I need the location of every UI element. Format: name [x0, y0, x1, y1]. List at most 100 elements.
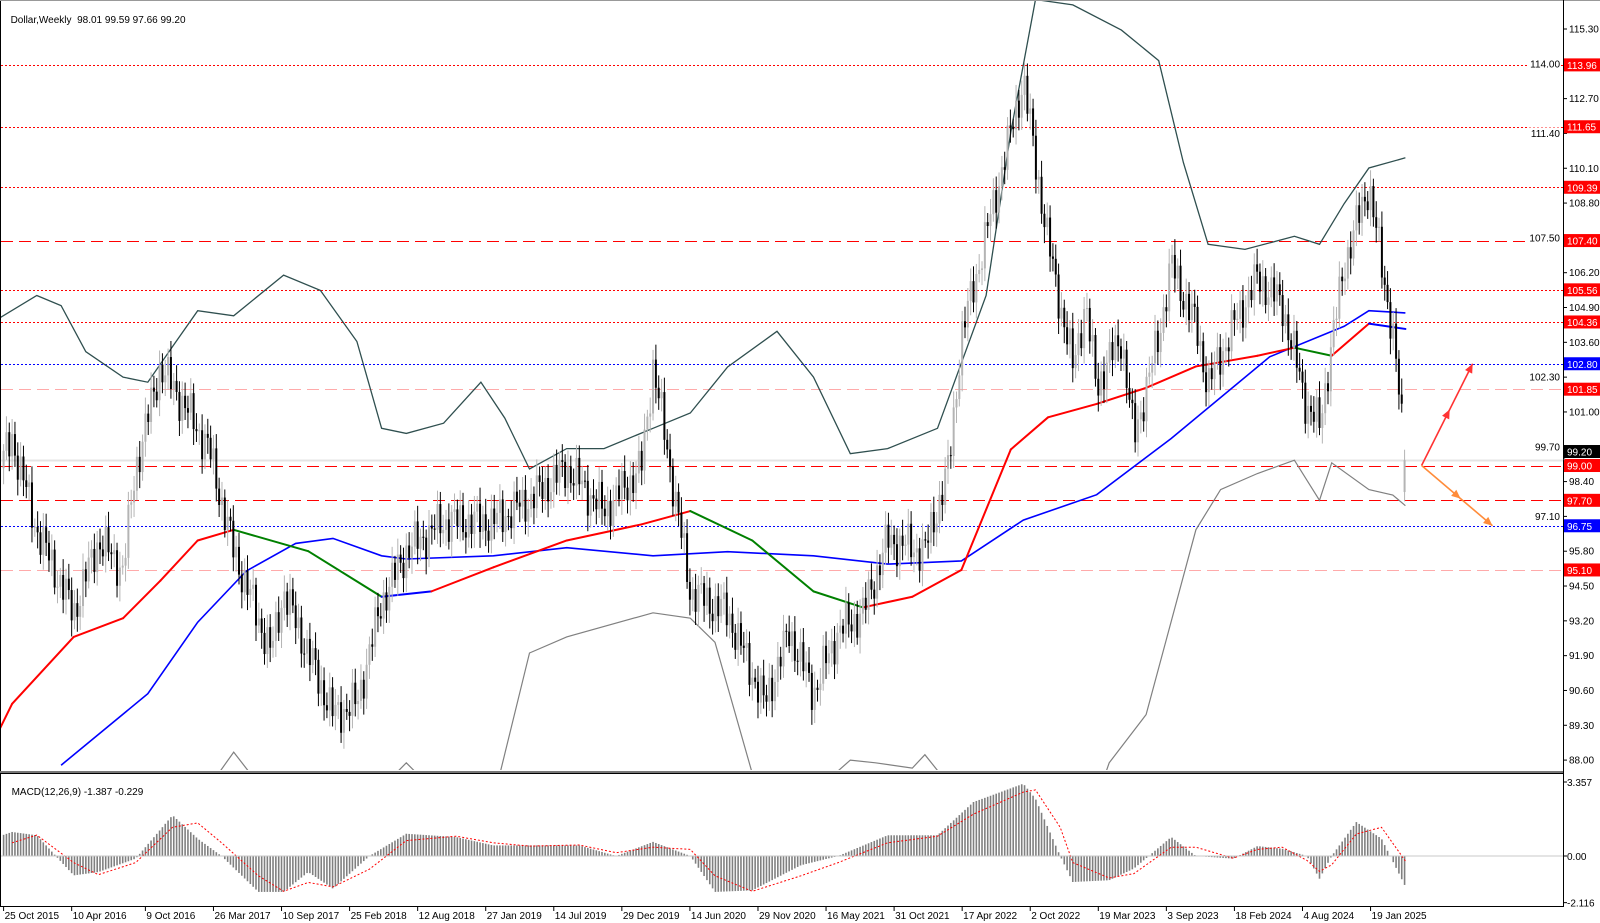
candle[interactable] [1020, 94, 1023, 118]
candle[interactable] [907, 523, 910, 545]
candle[interactable] [836, 632, 839, 665]
candle[interactable] [671, 466, 674, 507]
candle[interactable] [1395, 323, 1398, 359]
candle[interactable] [178, 391, 181, 421]
candle[interactable] [569, 466, 572, 484]
candle[interactable] [124, 557, 127, 566]
candle[interactable] [45, 527, 48, 543]
candle[interactable] [759, 675, 762, 703]
candle[interactable] [320, 680, 323, 694]
candle[interactable] [1366, 201, 1369, 211]
candle[interactable] [212, 448, 215, 460]
candle[interactable] [890, 534, 893, 548]
candle[interactable] [50, 549, 53, 561]
candle[interactable] [1173, 254, 1176, 279]
candle[interactable] [422, 536, 425, 538]
candle[interactable] [1193, 303, 1196, 307]
candle[interactable] [1117, 335, 1120, 347]
candle[interactable] [1332, 320, 1335, 348]
candle[interactable] [1233, 310, 1236, 320]
candle[interactable] [1100, 371, 1103, 396]
candle[interactable] [859, 613, 862, 638]
candle[interactable] [235, 546, 238, 558]
candle[interactable] [1278, 284, 1281, 296]
candle[interactable] [141, 441, 144, 473]
candle[interactable] [1403, 460, 1406, 493]
candle[interactable] [203, 433, 206, 460]
candle[interactable] [646, 416, 649, 430]
candle[interactable] [555, 464, 558, 483]
candle[interactable] [1287, 314, 1290, 341]
candle[interactable] [385, 592, 388, 611]
candle[interactable] [223, 497, 226, 531]
candle[interactable] [1034, 135, 1037, 180]
candle[interactable] [42, 527, 45, 555]
candle[interactable] [1205, 372, 1208, 393]
candle[interactable] [1017, 100, 1020, 118]
candle[interactable] [853, 613, 856, 632]
candle[interactable] [1137, 419, 1139, 443]
candle[interactable] [218, 488, 221, 506]
candle[interactable] [992, 190, 995, 215]
candle[interactable] [481, 514, 484, 532]
candle[interactable] [272, 640, 275, 648]
candle[interactable] [484, 514, 487, 531]
candle[interactable] [73, 603, 76, 621]
candle[interactable] [433, 528, 436, 530]
candle[interactable] [1085, 307, 1088, 310]
candle[interactable] [462, 505, 465, 533]
candle[interactable] [442, 529, 445, 534]
candle[interactable] [456, 509, 459, 527]
candle[interactable] [524, 489, 527, 522]
candle[interactable] [819, 683, 822, 691]
candle[interactable] [742, 645, 745, 648]
candle[interactable] [1247, 290, 1250, 308]
candle[interactable] [1327, 383, 1330, 392]
candle[interactable] [700, 583, 703, 585]
candle[interactable] [498, 499, 501, 513]
candle[interactable] [371, 644, 374, 647]
candle[interactable] [592, 495, 595, 499]
candle[interactable] [1307, 405, 1310, 424]
candle[interactable] [910, 523, 913, 558]
candle[interactable] [473, 511, 476, 534]
candle[interactable] [362, 679, 365, 699]
candle[interactable] [1292, 330, 1295, 348]
candle[interactable] [1298, 367, 1301, 372]
candle[interactable] [1088, 307, 1091, 342]
candle[interactable] [714, 596, 717, 622]
candle[interactable] [589, 495, 592, 516]
candle[interactable] [226, 516, 229, 531]
candle[interactable] [983, 222, 986, 269]
candle[interactable] [300, 617, 303, 654]
candle[interactable] [680, 512, 683, 538]
candle[interactable] [946, 455, 949, 469]
candle[interactable] [25, 480, 28, 487]
candle[interactable] [870, 579, 873, 590]
candle[interactable] [1190, 303, 1193, 321]
candle[interactable] [825, 645, 828, 664]
candle[interactable] [1071, 328, 1074, 369]
candle[interactable] [121, 565, 124, 568]
candle[interactable] [810, 672, 813, 710]
candle[interactable] [1159, 332, 1162, 353]
candle[interactable] [782, 630, 785, 667]
candle[interactable] [618, 485, 621, 500]
candle[interactable] [374, 607, 377, 647]
candle[interactable] [1216, 347, 1219, 363]
candle[interactable] [683, 533, 686, 538]
candle[interactable] [1051, 256, 1054, 259]
candle[interactable] [1003, 167, 1006, 170]
candle[interactable] [924, 539, 927, 541]
candle[interactable] [1111, 342, 1114, 361]
candle[interactable] [325, 705, 328, 711]
candle[interactable] [620, 471, 623, 500]
candle[interactable] [110, 552, 113, 555]
candle[interactable] [33, 526, 36, 528]
candle[interactable] [816, 687, 819, 691]
candle[interactable] [961, 321, 964, 376]
candle[interactable] [697, 584, 700, 612]
candle[interactable] [1171, 254, 1174, 264]
candle[interactable] [915, 548, 918, 553]
candle[interactable] [158, 364, 161, 401]
